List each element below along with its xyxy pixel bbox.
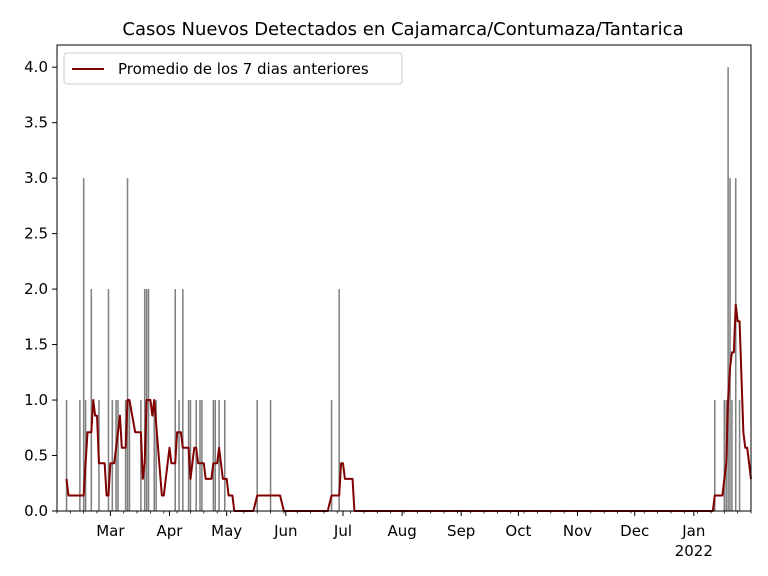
- line-series: [65, 303, 752, 512]
- bar: [79, 400, 81, 511]
- bar: [65, 400, 68, 511]
- y-tick-label: 2.5: [24, 225, 48, 243]
- x-tick-label: Sep: [447, 522, 475, 540]
- x-tick-label: Mar: [96, 522, 125, 540]
- bar: [214, 400, 217, 511]
- bar: [117, 400, 119, 511]
- x-tick-label: May: [211, 522, 242, 540]
- y-tick-label: 3.5: [24, 114, 48, 132]
- bar: [178, 400, 180, 511]
- bar: [128, 400, 131, 511]
- x-tick-label: Nov: [563, 522, 592, 540]
- x-tick-label: Jan: [681, 522, 705, 540]
- bar: [738, 400, 741, 511]
- moving-average-line: [65, 303, 752, 512]
- bar: [338, 289, 340, 511]
- bar: [734, 178, 737, 511]
- y-tick-label: 4.0: [24, 58, 48, 76]
- y-tick-label: 1.5: [24, 336, 48, 354]
- bar: [201, 400, 203, 511]
- bar: [90, 289, 93, 511]
- legend-label: Promedio de los 7 dias anteriores: [118, 60, 369, 78]
- bar: [330, 400, 333, 511]
- bar: [212, 400, 215, 511]
- y-tick-label: 0.5: [24, 447, 48, 465]
- bar: [182, 289, 184, 511]
- x-tick-label: Apr: [157, 522, 184, 540]
- bar-series: [65, 67, 741, 511]
- y-tick-label: 0.0: [24, 502, 48, 520]
- bar: [723, 400, 726, 511]
- bar: [714, 400, 716, 511]
- x-axis: Mar Apr May Jun Jul Aug Sep Oct Nov Dec Jan 2022: [56, 511, 752, 560]
- bar: [729, 178, 731, 511]
- bar: [107, 289, 110, 511]
- y-tick-label: 3.0: [24, 169, 48, 187]
- bar: [199, 400, 201, 511]
- bar: [727, 67, 729, 511]
- y-tick-label: 2.0: [24, 280, 48, 298]
- bar: [111, 400, 114, 511]
- legend-box: [63, 52, 403, 85]
- bar: [82, 178, 85, 511]
- x-tick-label: Dec: [620, 522, 649, 540]
- x-tick-sublabel: 2022: [675, 542, 713, 560]
- bar: [189, 400, 192, 511]
- bar: [269, 400, 272, 511]
- bar: [224, 400, 226, 511]
- x-tick-label: Jun: [273, 522, 297, 540]
- bar: [256, 400, 258, 511]
- x-tick-label: Jul: [333, 522, 352, 540]
- y-axis: 0.0 0.5 1.0 1.5 2.0 2.5 3.0 3.5 4.0: [24, 58, 57, 520]
- chart-title: Casos Nuevos Detectados en Cajamarca/Con…: [122, 19, 683, 40]
- bar: [174, 289, 176, 511]
- bar: [124, 400, 127, 511]
- x-tick-label: Oct: [505, 522, 531, 540]
- bar: [143, 289, 146, 511]
- x-tick-label: Aug: [387, 522, 416, 540]
- legend: Promedio de los 7 dias anteriores: [63, 52, 403, 85]
- bar: [155, 400, 157, 511]
- bar: [731, 400, 733, 511]
- plot-frame: [56, 44, 752, 512]
- y-tick-label: 1.0: [24, 391, 48, 409]
- bar: [126, 178, 129, 511]
- bar: [153, 400, 155, 511]
